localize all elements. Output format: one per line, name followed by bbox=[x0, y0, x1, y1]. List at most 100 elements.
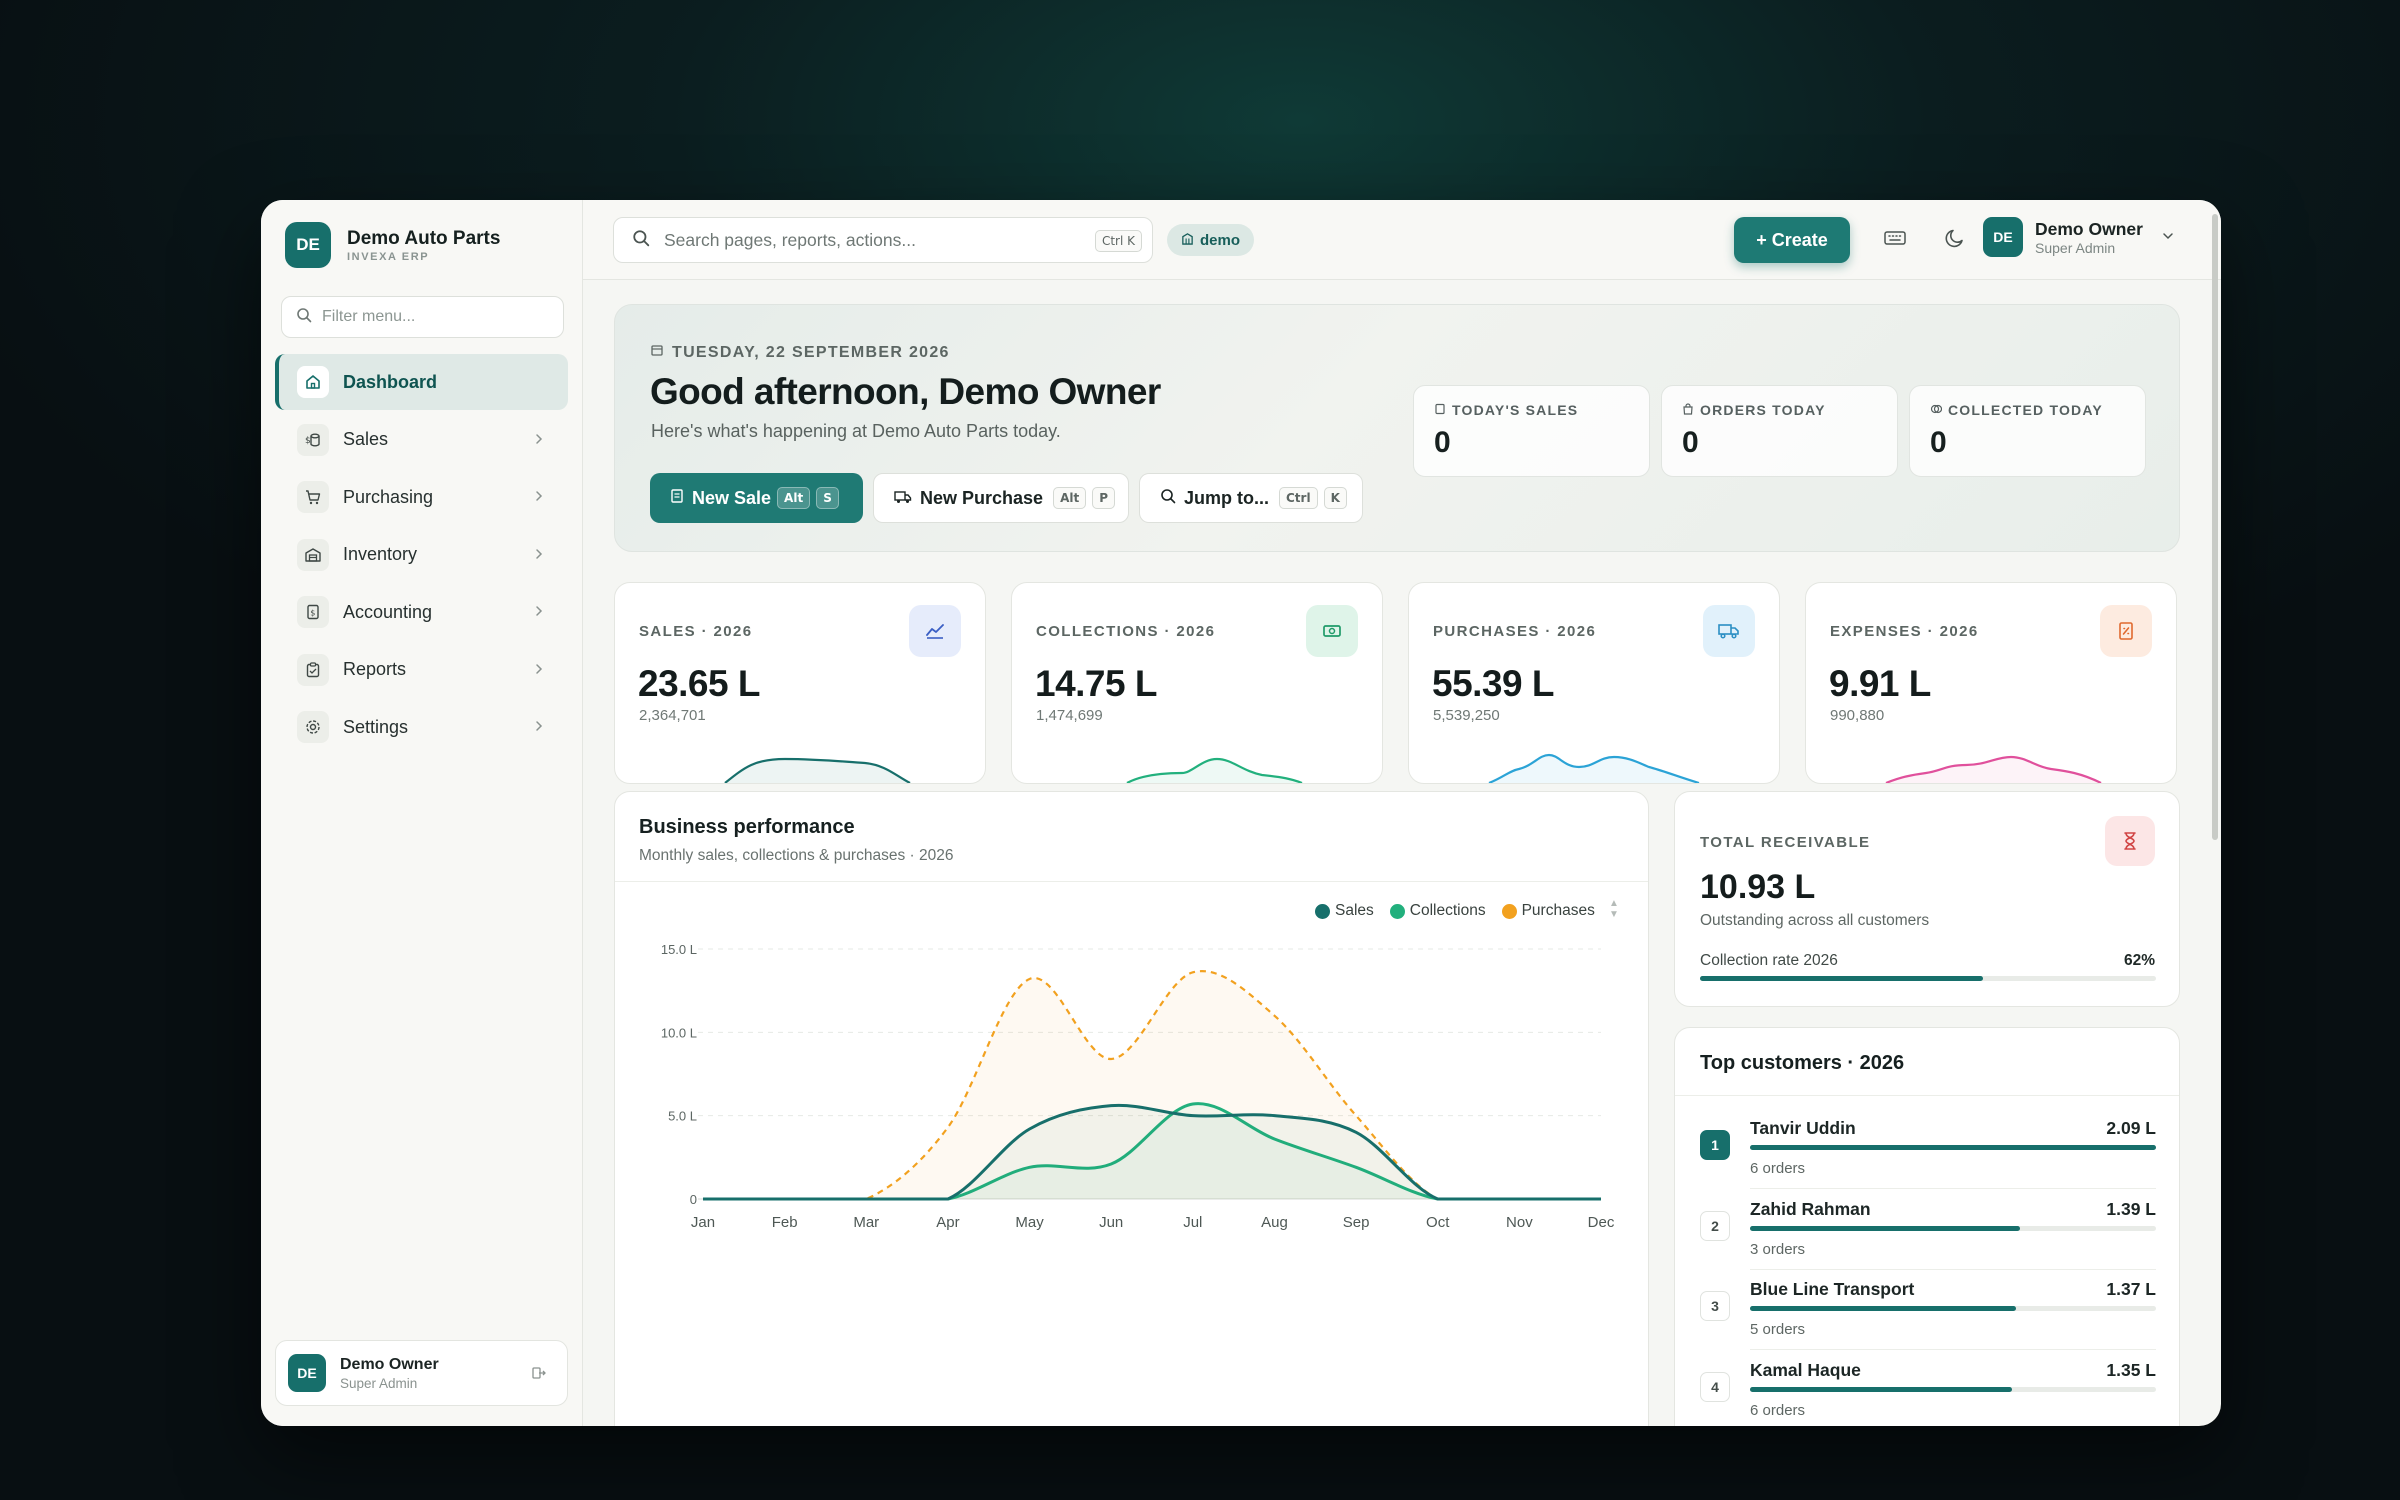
coins-icon bbox=[1930, 402, 1943, 418]
chevron-right-icon bbox=[534, 660, 544, 681]
todays-sales-stat: TODAY'S SALES 0 bbox=[1413, 385, 1650, 477]
customer-row[interactable]: 3 Blue Line Transport 1.37 L 5 orders bbox=[1700, 1269, 2156, 1350]
y-tick-label: 10.0 L bbox=[661, 1025, 697, 1040]
customer-name: Kamal Haque bbox=[1750, 1360, 1861, 1380]
receipt-icon bbox=[2100, 605, 2152, 657]
cart-icon bbox=[297, 481, 329, 513]
customer-amount: 1.39 L bbox=[2106, 1199, 2156, 1219]
business-performance-panel: Business performance Monthly sales, coll… bbox=[614, 791, 1649, 1426]
customer-row[interactable]: 2 Zahid Rahman 1.39 L 3 orders bbox=[1700, 1189, 2156, 1270]
receivable-value: 10.93 L bbox=[1700, 868, 1816, 906]
chevron-down-icon bbox=[2161, 228, 2175, 246]
x-tick-label: Jul bbox=[1183, 1214, 1202, 1231]
moon-icon[interactable] bbox=[1943, 226, 1967, 255]
sales-kpi-card[interactable]: SALES · 2026 23.65 L 2,364,701 bbox=[614, 582, 986, 784]
customer-orders: 5 orders bbox=[1750, 1321, 1806, 1338]
rank-badge: 1 bbox=[1700, 1130, 1730, 1160]
main-scrollbar[interactable] bbox=[2212, 214, 2218, 840]
logout-icon[interactable] bbox=[531, 1365, 547, 1386]
user-role: Super Admin bbox=[340, 1375, 418, 1391]
clipboard-icon bbox=[297, 653, 329, 686]
user-role: Super Admin bbox=[2035, 239, 2116, 256]
x-tick-label: Oct bbox=[1426, 1214, 1450, 1231]
global-search-input[interactable]: Search pages, reports, actions... Ctrl K bbox=[613, 217, 1153, 263]
legend-scroll-icon[interactable]: ▲ ▼ bbox=[1609, 898, 1619, 920]
kpi-label: EXPENSES · 2026 bbox=[1830, 623, 1979, 640]
user-menu[interactable]: DE Demo Owner Super Admin bbox=[1983, 217, 2175, 257]
series-area-purchases bbox=[703, 971, 1601, 1199]
legend-collections[interactable]: Collections bbox=[1389, 902, 1486, 920]
stat-label: TODAY'S SALES bbox=[1452, 402, 1579, 418]
x-tick-label: Aug bbox=[1261, 1214, 1288, 1231]
new-purchase-label: New Purchase bbox=[920, 487, 1044, 508]
truck-icon bbox=[894, 488, 912, 509]
customer-orders: 6 orders bbox=[1750, 1402, 1806, 1419]
panel-title: Business performance bbox=[639, 816, 855, 838]
environment-badge: demo bbox=[1167, 224, 1255, 256]
customer-share-fill bbox=[1750, 1226, 2020, 1231]
receipt-icon bbox=[670, 488, 684, 509]
search-icon bbox=[632, 229, 650, 252]
customer-row[interactable]: 1 Tanvir Uddin 2.09 L 6 orders bbox=[1700, 1108, 2156, 1189]
create-button[interactable]: + Create bbox=[1734, 217, 1850, 263]
sidebar-item-label: Accounting bbox=[343, 601, 433, 622]
environment-label: demo bbox=[1200, 231, 1241, 249]
collections-kpi-card[interactable]: COLLECTIONS · 2026 14.75 L 1,474,699 bbox=[1011, 582, 1383, 784]
sidebar-item-accounting[interactable]: $ Accounting bbox=[275, 584, 568, 640]
customer-orders: 3 orders bbox=[1750, 1241, 1806, 1258]
sidebar-item-settings[interactable]: Settings bbox=[275, 699, 568, 755]
sidebar-item-purchasing[interactable]: Purchasing bbox=[275, 469, 568, 525]
receivable-label: TOTAL RECEIVABLE bbox=[1700, 834, 1871, 851]
series-area-collections bbox=[703, 1103, 1601, 1199]
brand[interactable]: DE Demo Auto Parts INVEXA ERP bbox=[285, 222, 500, 268]
filter-menu-input[interactable]: Filter menu... bbox=[281, 296, 564, 338]
brand-name: Demo Auto Parts bbox=[347, 227, 501, 249]
cash-icon bbox=[1306, 605, 1358, 657]
collection-rate-value: 62% bbox=[2123, 952, 2155, 969]
sidebar-user-card[interactable]: DE Demo Owner Super Admin bbox=[275, 1340, 568, 1406]
keyboard-icon[interactable] bbox=[1883, 226, 1907, 255]
jump-to-label: Jump to... bbox=[1184, 487, 1269, 508]
hero-date-text: TUESDAY, 22 SEPTEMBER 2026 bbox=[672, 343, 950, 361]
topbar: Search pages, reports, actions... Ctrl K… bbox=[583, 200, 2221, 280]
new-purchase-button[interactable]: New Purchase Alt P bbox=[873, 473, 1129, 523]
series-line-sales bbox=[703, 1103, 1601, 1201]
sidebar-item-label: Purchasing bbox=[343, 486, 434, 507]
legend-label: Purchases bbox=[1521, 902, 1595, 919]
collection-rate-bar bbox=[1700, 976, 2156, 981]
expenses-sparkline bbox=[1885, 755, 2102, 783]
expenses-kpi-card[interactable]: EXPENSES · 2026 9.91 L 990,880 bbox=[1805, 582, 2177, 784]
kpi-raw-value: 5,539,250 bbox=[1433, 707, 1500, 724]
top-customers-panel: Top customers · 2026 1 Tanvir Uddin 2.09… bbox=[1674, 1027, 2180, 1426]
sidebar-item-reports[interactable]: Reports bbox=[275, 642, 568, 698]
welcome-hero: TUESDAY, 22 SEPTEMBER 2026 Good afternoo… bbox=[614, 304, 2180, 552]
customer-share-bar bbox=[1750, 1306, 2156, 1311]
kpi-raw-value: 1,474,699 bbox=[1036, 707, 1103, 724]
purchases-sparkline bbox=[1488, 753, 1700, 783]
collected-today-stat: COLLECTED TODAY 0 bbox=[1909, 385, 2146, 477]
y-tick-label: 5.0 L bbox=[668, 1109, 697, 1124]
jump-to-button[interactable]: Jump to... Ctrl K bbox=[1139, 473, 1363, 523]
kpi-value: 9.91 L bbox=[1829, 663, 1931, 704]
shortcut-key: Alt bbox=[1053, 487, 1087, 509]
app-window: DE Demo Auto Parts INVEXA ERP Filter men… bbox=[261, 200, 2221, 1426]
sidebar-item-dashboard[interactable]: Dashboard bbox=[275, 354, 568, 410]
new-sale-button[interactable]: New Sale Alt S bbox=[650, 473, 863, 523]
customer-row[interactable]: 4 Kamal Haque 1.35 L 6 orders bbox=[1700, 1350, 2156, 1426]
chevron-right-icon bbox=[534, 487, 544, 508]
warehouse-icon bbox=[297, 538, 329, 571]
performance-chart: 0 5.0 L 10.0 L 15.0 L Jan Feb Mar Apr May Jun Jul A… bbox=[661, 942, 1615, 1231]
customer-amount: 1.37 L bbox=[2106, 1279, 2156, 1299]
purchases-kpi-card[interactable]: PURCHASES · 2026 55.39 L 5,539,250 bbox=[1408, 582, 1780, 784]
legend-sales[interactable]: Sales bbox=[1315, 902, 1374, 920]
sidebar-item-inventory[interactable]: Inventory bbox=[275, 527, 568, 583]
search-placeholder: Search pages, reports, actions... bbox=[664, 229, 916, 250]
sidebar-item-label: Reports bbox=[343, 659, 407, 679]
legend-purchases[interactable]: Purchases bbox=[1501, 902, 1595, 920]
kpi-value: 23.65 L bbox=[638, 663, 760, 704]
customer-orders: 6 orders bbox=[1750, 1160, 1806, 1177]
stat-value: 0 bbox=[1682, 426, 1699, 459]
sidebar-item-label: Sales bbox=[343, 429, 389, 449]
sidebar-item-sales[interactable]: $ Sales bbox=[275, 412, 568, 468]
receivable-subtitle: Outstanding across all customers bbox=[1700, 912, 1930, 929]
